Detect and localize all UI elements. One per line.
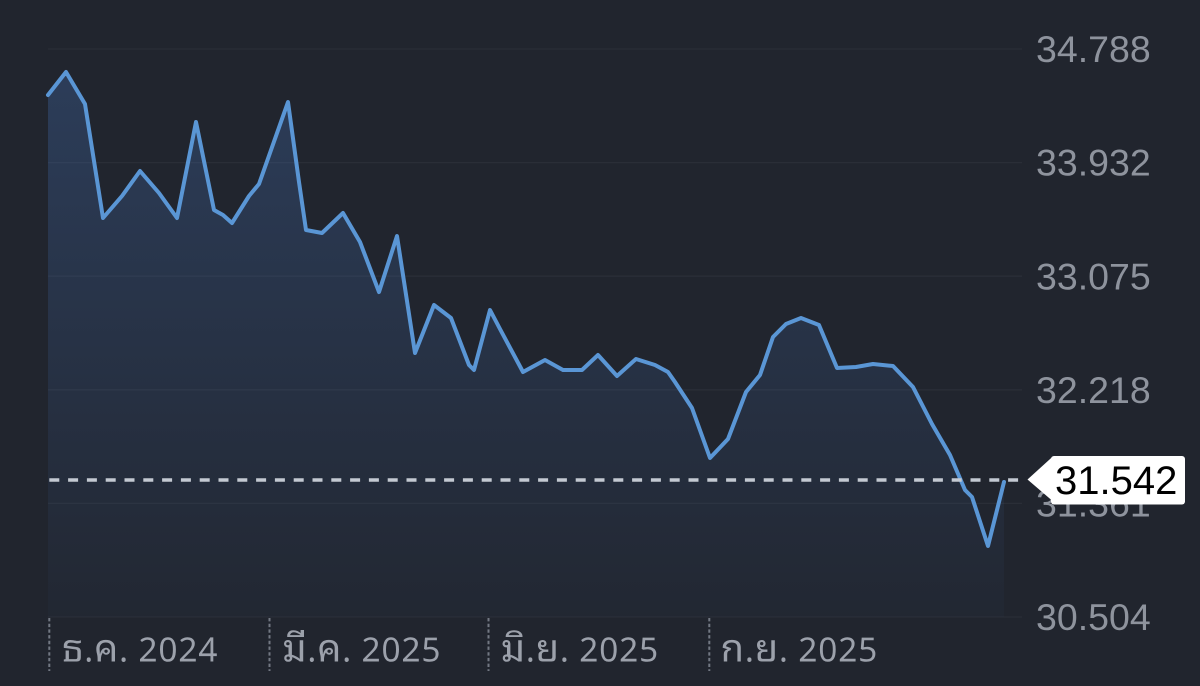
svg-text:34.788: 34.788 — [1036, 28, 1151, 70]
svg-text:33.075: 33.075 — [1036, 255, 1151, 297]
svg-text:33.932: 33.932 — [1036, 142, 1151, 184]
svg-text:31.542: 31.542 — [1055, 459, 1177, 503]
svg-text:32.218: 32.218 — [1036, 369, 1151, 411]
svg-text:30.504: 30.504 — [1036, 596, 1151, 638]
